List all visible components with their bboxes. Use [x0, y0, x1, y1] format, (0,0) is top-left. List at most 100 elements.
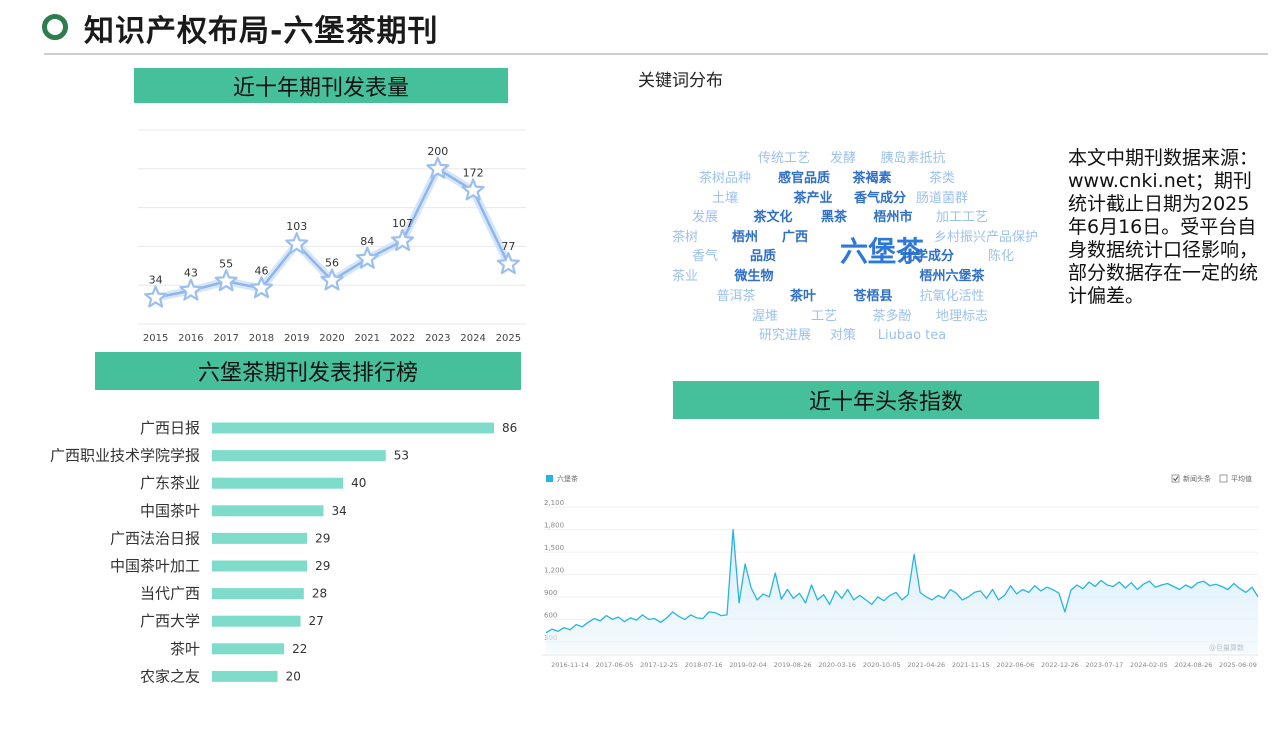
x-tick-label: 2019: [284, 333, 309, 344]
keyword: 茶产业: [793, 190, 832, 206]
keyword: 品质: [750, 248, 776, 264]
keyword: 发酵: [830, 150, 856, 166]
wordcloud-title: 关键词分布: [638, 71, 723, 91]
bar: [212, 588, 304, 600]
keyword: 发展: [692, 209, 718, 225]
bar: [212, 643, 285, 655]
bar-value-label: 22: [292, 642, 307, 656]
point-star-marker: [214, 269, 238, 292]
keyword: 茶叶: [790, 288, 816, 304]
x-tick-label: 2019-08-26: [774, 661, 812, 669]
title-divider: [44, 53, 1268, 55]
keyword: 苍梧县: [852, 288, 892, 304]
point-star-marker: [426, 156, 450, 179]
data-label: 43: [184, 267, 198, 280]
keyword: 梧州: [732, 229, 758, 245]
bar-value-label: 40: [351, 476, 366, 490]
toutiao-index-banner: 近十年头条指数: [673, 381, 1099, 419]
keyword: 香气成分: [853, 190, 906, 206]
x-tick-label: 2016: [178, 333, 203, 344]
x-tick-label: 2024-02-05: [1130, 661, 1168, 669]
keyword: 梧州市: [873, 209, 912, 225]
data-label: 84: [360, 235, 374, 248]
bar-value-label: 27: [309, 614, 324, 628]
data-label: 200: [427, 145, 448, 158]
bar-category-label: 广东茶业: [140, 474, 200, 492]
toutiao-index-area-chart: 六堡茶新闻头条平均值2,1001,8001,5001,2009006003002…: [540, 468, 1265, 678]
ranking-banner: 六堡茶期刊发表排行榜: [95, 352, 521, 390]
bar-value-label: 28: [312, 587, 327, 601]
keyword: 茶文化: [753, 209, 792, 225]
bar-value-label: 34: [331, 504, 346, 518]
x-tick-label: 2019-02-04: [729, 661, 767, 669]
annual-volume-line-chart: 34 2015 43 2016 55 2017 46 2018 103 2019 56 2020 84 2…: [138, 129, 526, 344]
keyword: 胰岛素抵抗: [880, 150, 945, 166]
keyword: Liubao tea: [878, 328, 946, 343]
keyword: 对策: [830, 327, 856, 343]
keyword: 产品保护: [986, 230, 1038, 245]
x-tick-label: 2025: [496, 333, 521, 344]
y-tick-label: 2,100: [544, 499, 564, 507]
data-label: 46: [254, 264, 268, 277]
point-star-marker: [391, 228, 415, 251]
x-tick-label: 2021-04-26: [907, 661, 945, 669]
bar: [212, 532, 308, 544]
data-label: 56: [325, 257, 339, 270]
point-star-marker: [144, 285, 168, 308]
x-tick-label: 2023-07-17: [1086, 661, 1124, 669]
keyword: 传统工艺: [758, 151, 810, 166]
keyword: 陈化: [988, 248, 1014, 264]
point-star-marker: [320, 268, 344, 291]
bar: [212, 422, 494, 434]
bar-category-label: 广西法治日报: [110, 529, 200, 547]
series-legend-swatch: [546, 475, 553, 482]
keyword: 茶树: [672, 229, 698, 245]
page-title: 知识产权布局-六堡茶期刊: [84, 14, 439, 49]
data-label: 55: [219, 257, 233, 270]
data-label: 172: [463, 167, 484, 180]
watermark: @巨量算数: [1209, 643, 1244, 652]
x-tick-label: 2023: [425, 333, 450, 344]
bar: [212, 670, 278, 682]
legend-label: 新闻头条: [1183, 474, 1211, 483]
x-tick-label: 2016-11-14: [551, 661, 589, 669]
data-label: 107: [392, 217, 413, 230]
x-tick-label: 2020-03-16: [818, 661, 856, 669]
bar-category-label: 广西职业技术学院学报: [50, 447, 200, 465]
x-tick-label: 2021: [355, 333, 380, 344]
keyword: 茶业: [672, 268, 698, 284]
bar-category-label: 广西大学: [140, 612, 200, 630]
x-tick-label: 2022: [390, 333, 415, 344]
keyword: 乡村振兴: [934, 230, 986, 245]
x-tick-label: 2015: [143, 333, 168, 344]
bar: [212, 505, 324, 517]
point-star-marker: [249, 276, 273, 299]
y-tick-label: 900: [544, 589, 557, 597]
keyword: 抗氧化活性: [919, 289, 984, 304]
bar-category-label: 广西日报: [140, 419, 200, 437]
series-line: [545, 528, 1259, 634]
x-tick-label: 2020: [319, 333, 344, 344]
keyword: 感官品质: [778, 170, 830, 186]
series-legend-label: 六堡茶: [557, 474, 578, 483]
bar-value-label: 20: [286, 669, 301, 683]
bar-category-label: 农家之友: [140, 667, 200, 685]
keyword: 茶树品种: [699, 170, 751, 186]
keyword: 研究进展: [759, 328, 811, 343]
data-label: 34: [149, 274, 163, 287]
bar-value-label: 53: [394, 449, 409, 463]
legend-label: 平均值: [1231, 474, 1252, 483]
x-tick-label: 2018-07-16: [685, 661, 723, 669]
x-tick-label: 2017-06-05: [596, 661, 634, 669]
series-area: [546, 529, 1258, 653]
bar-category-label: 中国茶叶: [140, 502, 200, 520]
keyword: 化学成分: [902, 248, 954, 264]
keyword: 茶类: [929, 170, 955, 186]
bar-category-label: 茶叶: [170, 640, 200, 658]
keyword: 广西: [782, 229, 808, 245]
x-tick-label: 2024-08-26: [1175, 661, 1213, 669]
check-icon: [1173, 476, 1179, 482]
keyword: 六堡茶: [840, 235, 925, 268]
bar: [212, 560, 308, 572]
x-tick-label: 2017: [213, 333, 238, 344]
